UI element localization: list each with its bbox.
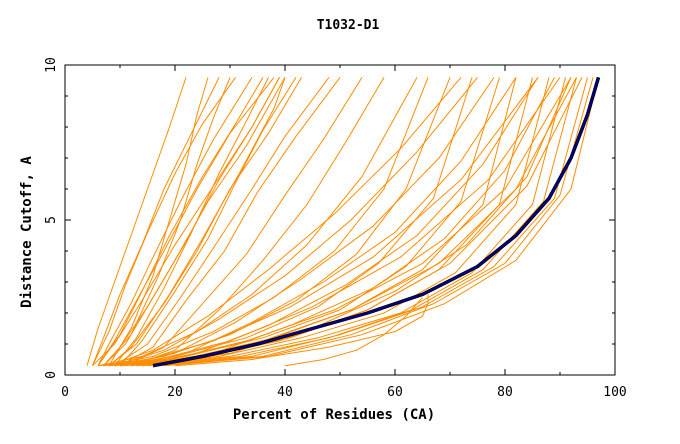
model-line-24 — [119, 77, 500, 367]
chart-title: T1032-D1 — [317, 18, 380, 33]
model-line-16 — [119, 77, 341, 367]
model-line-42 — [130, 77, 539, 367]
y-axis: 0 5 10 — [44, 57, 615, 379]
model-line-8 — [108, 77, 286, 367]
highlight-line — [152, 77, 600, 367]
model-line-43 — [125, 77, 517, 367]
model-line-2 — [92, 77, 220, 366]
model-line-13 — [114, 77, 330, 367]
model-line-7 — [108, 77, 302, 367]
model-line-28 — [141, 77, 566, 367]
model-line-33 — [97, 77, 539, 367]
model-line-19 — [130, 77, 385, 367]
model-line-25 — [125, 77, 517, 367]
series-layer — [86, 77, 599, 367]
model-line-14 — [103, 77, 231, 367]
highlight-layer — [152, 76, 601, 368]
model-line-36 — [114, 77, 577, 367]
model-line-18 — [125, 77, 363, 367]
model-line-30 — [152, 77, 588, 367]
y-tick-label-10: 10 — [44, 57, 59, 73]
x-tick-label-40: 40 — [277, 385, 293, 400]
model-line-44 — [119, 77, 495, 367]
model-line-27 — [136, 77, 550, 367]
model-line-39 — [284, 297, 423, 367]
y-axis-title: Distance Cutoff, A — [19, 156, 35, 308]
model-line-46 — [108, 77, 462, 367]
model-line-23 — [114, 77, 473, 367]
y-tick-label-0: 0 — [44, 371, 59, 379]
model-line-12 — [97, 77, 264, 366]
plot-frame — [64, 64, 616, 376]
x-axis-title: Percent of Residues (CA) — [233, 407, 435, 423]
model-line-22 — [108, 77, 451, 367]
model-line-35 — [108, 77, 572, 367]
x-tick-label-60: 60 — [387, 385, 403, 400]
model-line-1 — [86, 77, 187, 366]
model-line-40 — [141, 77, 572, 367]
x-axis: 0 20 40 60 80 100 — [61, 65, 627, 400]
x-tick-label-0: 0 — [61, 385, 69, 400]
y-tick-label-5: 5 — [44, 216, 59, 224]
model-line-38 — [174, 294, 429, 367]
x-tick-label-100: 100 — [603, 385, 626, 400]
model-line-34 — [103, 77, 561, 367]
model-line-15 — [108, 77, 209, 366]
model-line-5 — [103, 77, 286, 367]
model-line-3 — [97, 77, 253, 366]
model-line-20 — [97, 77, 418, 367]
model-line-45 — [114, 77, 478, 367]
model-line-11 — [92, 77, 236, 366]
model-line-9 — [114, 77, 269, 367]
model-line-17 — [92, 77, 280, 367]
x-tick-label-20: 20 — [167, 385, 183, 400]
model-line-10 — [119, 77, 297, 367]
x-tick-label-80: 80 — [497, 385, 513, 400]
